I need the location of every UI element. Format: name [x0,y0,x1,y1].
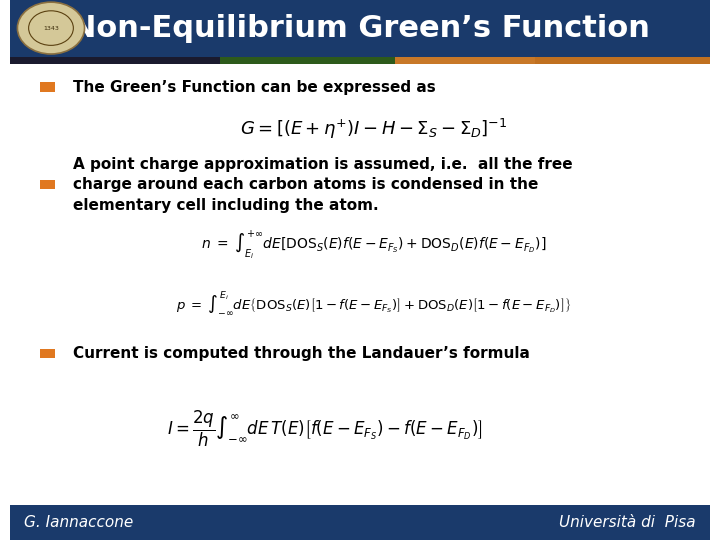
Text: Università di  Pisa: Università di Pisa [559,515,696,530]
FancyBboxPatch shape [40,180,55,189]
FancyBboxPatch shape [220,57,395,64]
Text: Non-Equilibrium Green’s Function: Non-Equilibrium Green’s Function [71,14,649,43]
FancyBboxPatch shape [40,83,55,92]
Text: A point charge approximation is assumed, i.e.  all the free
charge around each c: A point charge approximation is assumed,… [73,157,573,213]
FancyBboxPatch shape [10,0,710,57]
FancyBboxPatch shape [395,57,535,64]
Circle shape [17,2,84,54]
FancyBboxPatch shape [40,349,55,358]
Text: $G = \left[(E+\eta^{+})I - H - \Sigma_S - \Sigma_D\right]^{-1}$: $G = \left[(E+\eta^{+})I - H - \Sigma_S … [240,117,508,140]
FancyBboxPatch shape [10,505,710,540]
Text: G. Iannaccone: G. Iannaccone [24,515,134,530]
Text: $n \;=\; \int_{E_i}^{+\infty} dE\left[\mathrm{DOS}_S(E)f(E-E_{F_S}) + \mathrm{DO: $n \;=\; \int_{E_i}^{+\infty} dE\left[\m… [202,229,546,262]
Text: The Green’s Function can be expressed as: The Green’s Function can be expressed as [73,80,436,95]
FancyBboxPatch shape [10,57,220,64]
FancyBboxPatch shape [535,57,710,64]
Text: Current is computed through the Landauer’s formula: Current is computed through the Landauer… [73,346,530,361]
Text: $I = \dfrac{2q}{h}\int_{-\infty}^{\infty} dE\,T(E)\left[f(E-E_{F_S}) - f(E-E_{F_: $I = \dfrac{2q}{h}\int_{-\infty}^{\infty… [167,409,483,449]
Text: 1343: 1343 [43,25,59,31]
Text: $p \;=\; \int_{-\infty}^{E_i} dE\left\{\mathrm{DOS}_S(E)\left[1-f(E-E_{F_S})\rig: $p \;=\; \int_{-\infty}^{E_i} dE\left\{\… [176,289,572,318]
